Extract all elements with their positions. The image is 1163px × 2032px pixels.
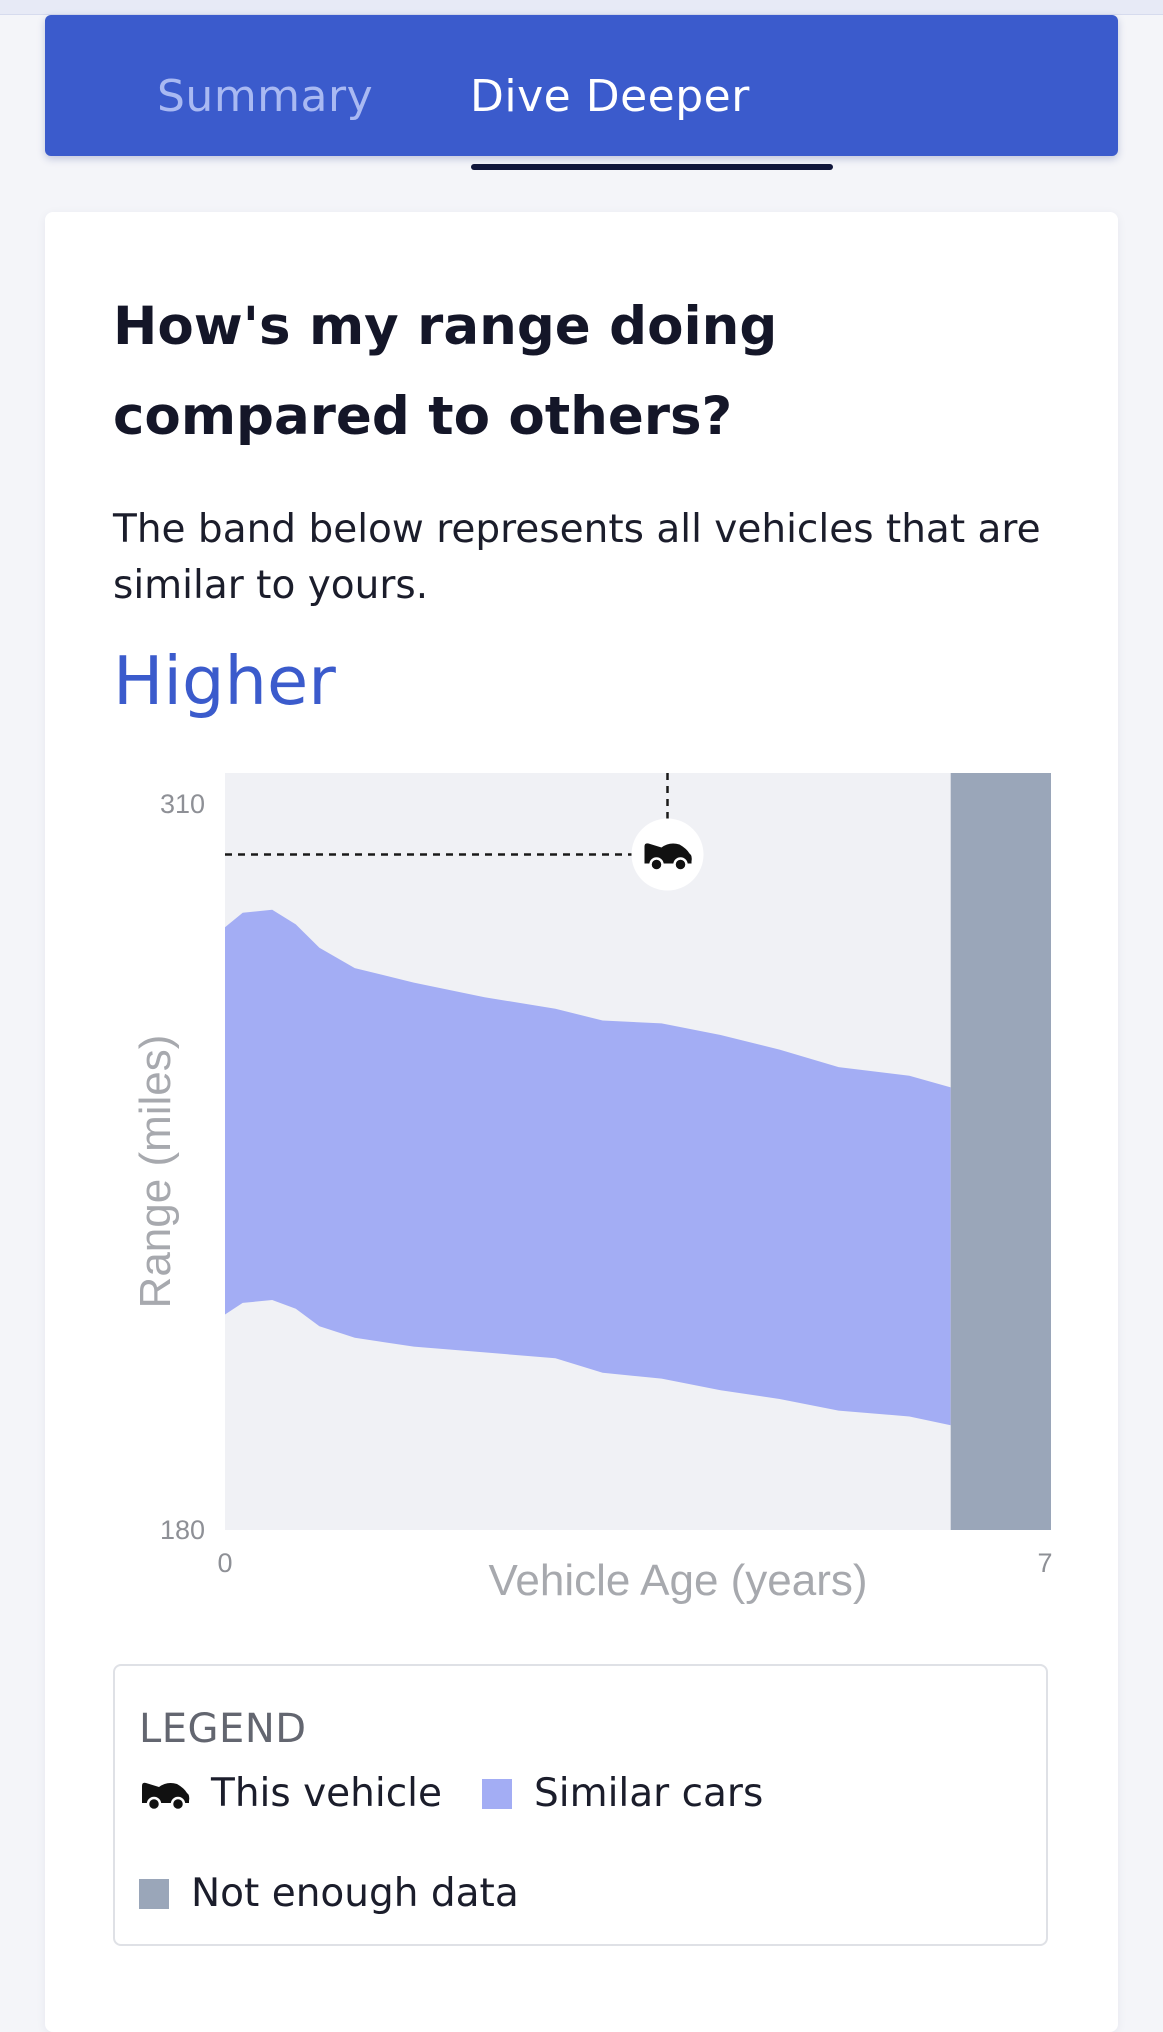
active-tab-indicator [471, 164, 833, 170]
range-verdict: Higher [113, 642, 336, 720]
tab-summary[interactable]: Summary [157, 71, 374, 122]
legend-title: LEGEND [139, 1706, 307, 1752]
car-icon [644, 843, 692, 872]
legend-label-similar-cars: Similar cars [534, 1771, 764, 1816]
range-chart: 310 180 0 7 Vehicle Age (years) Range (m… [131, 773, 1053, 1605]
card-description: The band below represents all vehicles t… [113, 507, 1041, 608]
card-title: How's my range doing compared to others? [113, 296, 778, 447]
not-enough-data-region [950, 773, 1051, 1530]
similar-cars-swatch [482, 1778, 512, 1809]
x-axis-label: Vehicle Age (years) [488, 1556, 867, 1605]
x-tick-label-min: 0 [217, 1548, 232, 1578]
legend-item-this-vehicle: This vehicle [139, 1771, 442, 1816]
legend-label-this-vehicle: This vehicle [211, 1771, 442, 1816]
legend-item-similar-cars: Similar cars [482, 1771, 763, 1816]
tab-bar: Summary Dive Deeper [45, 15, 1118, 170]
x-tick-label-max: 7 [1037, 1548, 1052, 1578]
y-tick-label-min: 180 [160, 1515, 205, 1545]
chart-legend: LEGEND This vehicle Similar cars Not eno… [113, 1664, 1048, 1946]
browser-top-strip [0, 0, 1163, 15]
tab-dive-deeper[interactable]: Dive Deeper [470, 71, 750, 122]
y-axis-label: Range (miles) [131, 1035, 180, 1309]
legend-label-not-enough-data: Not enough data [191, 1871, 519, 1916]
y-tick-label-max: 310 [160, 789, 205, 819]
range-comparison-card: How's my range doing compared to others?… [45, 212, 1118, 2032]
similar-cars-band [225, 909, 951, 1426]
not-enough-data-swatch [139, 1878, 169, 1909]
legend-item-not-enough-data: Not enough data [139, 1871, 519, 1916]
car-icon [142, 1782, 190, 1811]
